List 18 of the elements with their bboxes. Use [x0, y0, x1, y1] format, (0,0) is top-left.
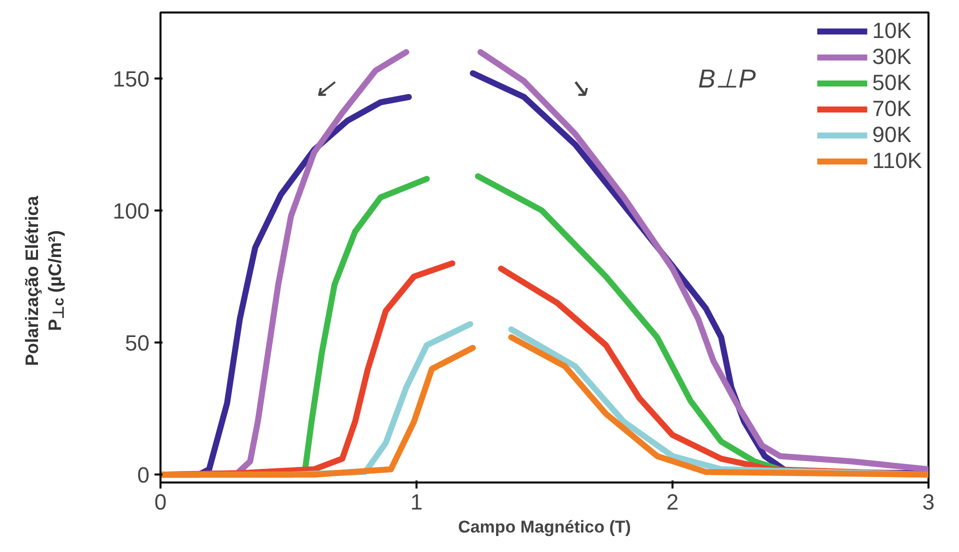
x-tick-label: 3	[922, 490, 935, 514]
legend-label: 70K	[872, 96, 912, 122]
x-tick-label: 1	[410, 490, 423, 514]
y-tick-label: 150	[112, 66, 150, 92]
legend-label: 30K	[872, 44, 912, 70]
y-tick-label: 50	[125, 330, 150, 356]
y-tick-label: 0	[137, 462, 150, 488]
annotation: ↙	[314, 72, 336, 103]
annotation: B⊥P	[698, 63, 756, 94]
x-axis-title: Campo Magnético (T)	[458, 518, 631, 536]
x-tick-label: 2	[666, 490, 679, 514]
legend-label: 50K	[872, 70, 912, 96]
annotation: ↘	[568, 72, 590, 103]
legend-label: 10K	[872, 18, 912, 44]
legend-label: 110K	[872, 148, 922, 174]
x-tick-label: 0	[154, 490, 167, 514]
legend-label: 90K	[872, 122, 912, 148]
y-tick-label: 100	[112, 198, 150, 224]
